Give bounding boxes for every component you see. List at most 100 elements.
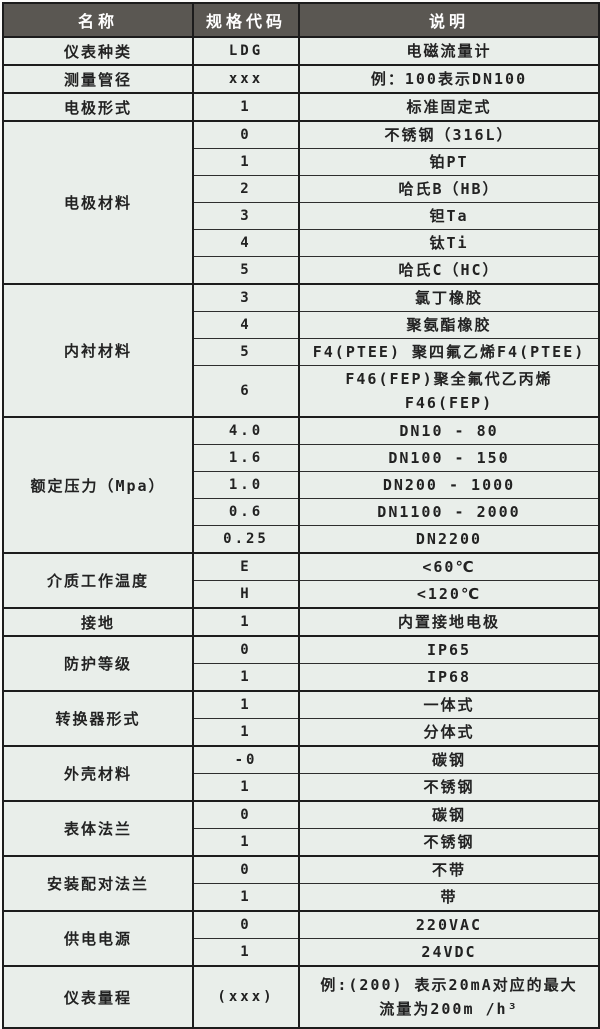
table-row: 测量管径 xxx 例：100表示DN100 bbox=[2, 64, 600, 94]
spec-desc-cell: DN2200 bbox=[298, 525, 600, 554]
spec-name-cell: 额定压力（Mpa） bbox=[2, 416, 194, 554]
spec-code-cell: 0.25 bbox=[192, 525, 300, 554]
header-code-column: 规格代码 bbox=[192, 2, 300, 38]
spec-desc-cell: 氯丁橡胶 bbox=[298, 283, 600, 312]
spec-desc-cell: DN1100 - 2000 bbox=[298, 498, 600, 526]
spec-code-cell: E bbox=[192, 552, 300, 581]
spec-code-cell: 1 bbox=[192, 718, 300, 747]
spec-name-cell: 介质工作温度 bbox=[2, 552, 194, 609]
spec-code-cell: xxx bbox=[192, 64, 300, 94]
spec-desc-cell: 一体式 bbox=[298, 690, 600, 719]
table-row: 供电电源 0 220VAC bbox=[2, 910, 600, 967]
table-row: 电极材料 0 不锈钢（316L） bbox=[2, 120, 600, 285]
spec-desc-cell: IP65 bbox=[298, 635, 600, 664]
spec-code-cell: 0 bbox=[192, 120, 300, 149]
table-row: 仪表量程 (xxx) 例:(200) 表示20mA对应的最大 流量为200m /h³ bbox=[2, 965, 600, 1029]
spec-code-cell: 1 bbox=[192, 773, 300, 802]
spec-name-cell: 仪表种类 bbox=[2, 36, 194, 66]
spec-code-cell: 1 bbox=[192, 938, 300, 967]
spec-desc-cell: 220VAC bbox=[298, 910, 600, 939]
table-row: 3 钽Ta bbox=[3, 202, 600, 230]
table-row: 接地 1 内置接地电极 bbox=[2, 607, 600, 637]
spec-desc-cell: 钛Ti bbox=[298, 229, 600, 257]
spec-code-cell: 1 bbox=[192, 148, 300, 176]
table-row: 额定压力（Mpa） 4.0 DN10 - 80 bbox=[2, 416, 600, 554]
spec-desc-cell: 不锈钢 bbox=[298, 828, 600, 857]
spec-desc-cell: 带 bbox=[298, 883, 600, 912]
spec-desc-cell: 例:(200) 表示20mA对应的最大 流量为200m /h³ bbox=[298, 965, 600, 1029]
spec-code-cell: 1.0 bbox=[192, 471, 300, 499]
spec-code-cell: 5 bbox=[192, 338, 300, 366]
spec-name-cell: 供电电源 bbox=[2, 910, 194, 967]
spec-code-cell: 0 bbox=[192, 800, 300, 829]
spec-desc-cell: 钽Ta bbox=[298, 202, 600, 230]
table-row: 1 分体式 bbox=[3, 718, 600, 747]
table-row: 介质工作温度 E <60℃ bbox=[2, 552, 600, 609]
spec-code-cell: H bbox=[192, 580, 300, 609]
spec-desc-cell: 24VDC bbox=[298, 938, 600, 967]
spec-code-cell: 1 bbox=[192, 663, 300, 692]
spec-desc-cell: 不锈钢（316L） bbox=[298, 120, 600, 149]
spec-desc-cell: F4(PTEE) 聚四氟乙烯F4(PTEE) bbox=[298, 338, 600, 366]
table-row: 6 F46(FEP)聚全氟代乙丙烯F46(FEP) bbox=[3, 365, 600, 418]
spec-code-cell: (xxx) bbox=[192, 965, 300, 1029]
spec-desc-cell: 碳钢 bbox=[298, 800, 600, 829]
table-header: 名称 规格代码 说明 bbox=[2, 2, 600, 38]
spec-code-cell: 1 bbox=[192, 607, 300, 637]
spec-code-cell: 2 bbox=[192, 175, 300, 203]
table-row: 5 F4(PTEE) 聚四氟乙烯F4(PTEE) bbox=[3, 338, 600, 366]
spec-name-cell: 安装配对法兰 bbox=[2, 855, 194, 912]
spec-name-cell: 表体法兰 bbox=[2, 800, 194, 857]
header-row: 名称 规格代码 说明 bbox=[2, 2, 600, 38]
spec-desc-cell: 不锈钢 bbox=[298, 773, 600, 802]
table-row: 转换器形式 1 一体式 bbox=[2, 690, 600, 747]
spec-code-cell: 0 bbox=[192, 855, 300, 884]
spec-code-cell: -0 bbox=[192, 745, 300, 774]
spec-name-cell: 防护等级 bbox=[2, 635, 194, 692]
table-row: 1 IP68 bbox=[3, 663, 600, 692]
spec-name-cell: 电极形式 bbox=[2, 92, 194, 122]
spec-desc-cell: DN200 - 1000 bbox=[298, 471, 600, 499]
spec-name-cell: 仪表量程 bbox=[2, 965, 194, 1029]
spec-code-cell: 4.0 bbox=[192, 416, 300, 445]
spec-code-cell: 4 bbox=[192, 229, 300, 257]
spec-name-cell: 外壳材料 bbox=[2, 745, 194, 802]
table-body: 仪表种类 LDG 电磁流量计 测量管径 xxx 例：100表示DN100 电极形式 1 标准固定… bbox=[2, 36, 600, 1029]
spec-code-cell: 5 bbox=[192, 256, 300, 285]
table-row: 防护等级 0 IP65 bbox=[2, 635, 600, 692]
table-row: 0.6 DN1100 - 2000 bbox=[3, 498, 600, 526]
spec-code-cell: 1 bbox=[192, 92, 300, 122]
spec-desc-cell: <60℃ bbox=[298, 552, 600, 581]
spec-code-cell: 0.6 bbox=[192, 498, 300, 526]
spec-desc-cell: DN100 - 150 bbox=[298, 444, 600, 472]
spec-desc-cell: 例：100表示DN100 bbox=[298, 64, 600, 94]
spec-desc-cell: IP68 bbox=[298, 663, 600, 692]
spec-code-cell: 1.6 bbox=[192, 444, 300, 472]
spec-desc-cell: 哈氏C（HC） bbox=[298, 256, 600, 285]
header-desc-column: 说明 bbox=[298, 2, 600, 38]
table-row: 仪表种类 LDG 电磁流量计 bbox=[2, 36, 600, 66]
spec-name-cell: 转换器形式 bbox=[2, 690, 194, 747]
header-name-column: 名称 bbox=[2, 2, 194, 38]
spec-desc-cell: 内置接地电极 bbox=[298, 607, 600, 637]
spec-code-cell: 1 bbox=[192, 883, 300, 912]
spec-desc-cell: 哈氏B（HB） bbox=[298, 175, 600, 203]
table-row: 4 聚氨酯橡胶 bbox=[3, 311, 600, 339]
table-row: 电极形式 1 标准固定式 bbox=[2, 92, 600, 122]
spec-desc-cell: 电磁流量计 bbox=[298, 36, 600, 66]
spec-desc-cell: 聚氨酯橡胶 bbox=[298, 311, 600, 339]
spec-name-cell: 测量管径 bbox=[2, 64, 194, 94]
spec-code-cell: 1 bbox=[192, 690, 300, 719]
table-row: 安装配对法兰 0 不带 bbox=[2, 855, 600, 912]
spec-desc-cell: 碳钢 bbox=[298, 745, 600, 774]
spec-code-cell: 3 bbox=[192, 283, 300, 312]
table-row: 表体法兰 0 碳钢 bbox=[2, 800, 600, 857]
spec-code-cell: LDG bbox=[192, 36, 300, 66]
spec-name-cell: 接地 bbox=[2, 607, 194, 637]
spec-name-cell: 内衬材料 bbox=[2, 283, 194, 418]
spec-desc-cell: <120℃ bbox=[298, 580, 600, 609]
table-row: 外壳材料 -0 碳钢 bbox=[2, 745, 600, 802]
spec-code-cell: 6 bbox=[192, 365, 300, 418]
